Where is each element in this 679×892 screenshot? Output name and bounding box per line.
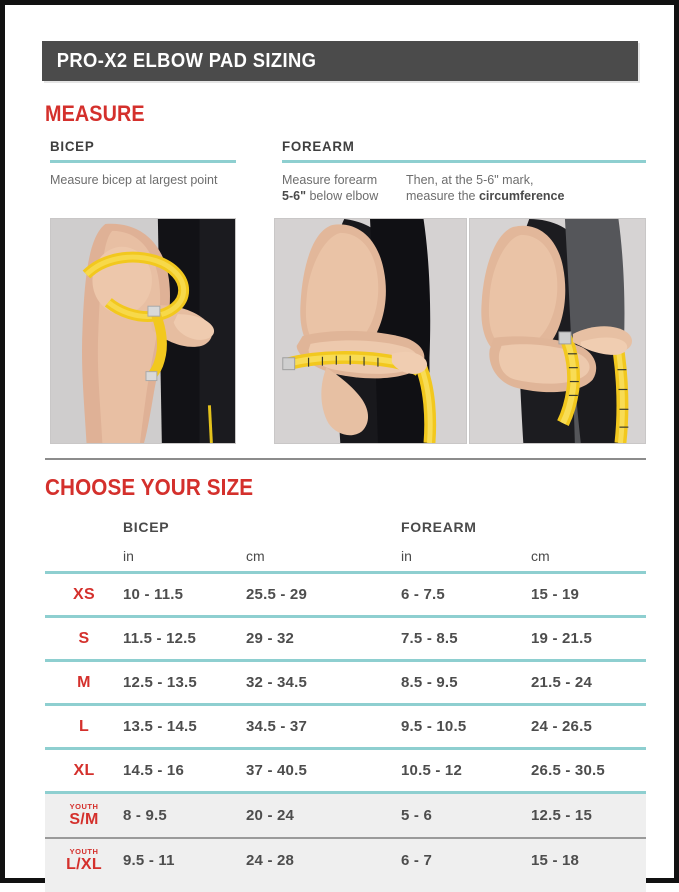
section-divider xyxy=(45,458,646,460)
row-bicep-in: 12.5 - 13.5 xyxy=(123,674,197,691)
page-title: PRO-X2 ELBOW PAD SIZING xyxy=(56,49,317,72)
row-bicep-in: 8 - 9.5 xyxy=(123,807,167,824)
row-bicep-cm: 25.5 - 29 xyxy=(246,586,308,603)
table-row[interactable]: L 13.5 - 14.5 34.5 - 37 9.5 - 10.5 24 - … xyxy=(45,706,646,747)
table-row[interactable]: XS 10 - 11.5 25.5 - 29 6 - 7.5 15 - 19 xyxy=(45,574,646,615)
row-forearm-cm: 15 - 19 xyxy=(531,586,580,603)
row-forearm-in: 9.5 - 10.5 xyxy=(401,718,467,735)
forearm-a-line1: Measure forearm xyxy=(282,173,378,187)
table-row[interactable]: S 11.5 - 12.5 29 - 32 7.5 - 8.5 19 - 21.… xyxy=(45,618,646,659)
row-forearm-in: 7.5 - 8.5 xyxy=(401,630,458,647)
youth-size-text: S/M xyxy=(69,810,99,828)
teal-divider xyxy=(282,160,646,163)
row-forearm-in: 5 - 6 xyxy=(401,807,433,824)
row-forearm-cm: 24 - 26.5 xyxy=(531,718,593,735)
teal-divider xyxy=(50,160,236,163)
table-rule-teal xyxy=(45,659,646,662)
row-bicep-in: 14.5 - 16 xyxy=(123,762,185,779)
row-forearm-in: 6 - 7.5 xyxy=(401,586,445,603)
unit-header-bicep-in: in xyxy=(123,548,134,564)
group-header-forearm: FOREARM xyxy=(401,519,477,535)
row-forearm-cm: 15 - 18 xyxy=(531,852,580,869)
title-bar: PRO-X2 ELBOW PAD SIZING xyxy=(42,41,638,81)
measure-heading: MEASURE xyxy=(45,101,145,126)
forearm-b-pre: measure the xyxy=(406,189,479,203)
measure-text-forearm-a: Measure forearm 5-6" below elbow xyxy=(282,172,406,204)
row-bicep-cm: 32 - 34.5 xyxy=(246,674,308,691)
table-row[interactable]: XL 14.5 - 16 37 - 40.5 10.5 - 12 26.5 - … xyxy=(45,750,646,791)
photo-forearm-circumference xyxy=(469,218,646,444)
table-rule-teal xyxy=(45,571,646,574)
table-row-youth[interactable]: YOUTH S/M 8 - 9.5 20 - 24 5 - 6 12.5 - 1… xyxy=(45,794,646,837)
row-bicep-cm: 20 - 24 xyxy=(246,807,295,824)
row-size-label: XL xyxy=(73,761,95,779)
measure-label-forearm: FOREARM xyxy=(282,138,355,154)
table-row[interactable]: M 12.5 - 13.5 32 - 34.5 8.5 - 9.5 21.5 -… xyxy=(45,662,646,703)
table-rule-gray xyxy=(45,837,646,839)
row-forearm-cm: 21.5 - 24 xyxy=(531,674,593,691)
forearm-a-rest: below elbow xyxy=(306,189,379,203)
row-bicep-in: 10 - 11.5 xyxy=(123,586,184,603)
size-table: BICEP FOREARM in cm in cm XS 10 - 11.5 2… xyxy=(45,513,646,892)
row-forearm-cm: 12.5 - 15 xyxy=(531,807,593,824)
table-rule-teal xyxy=(45,747,646,750)
forearm-b-line1: Then, at the 5-6" mark, xyxy=(406,173,534,187)
measure-label-bicep: BICEP xyxy=(50,138,95,154)
forearm-a-bold: 5-6" xyxy=(282,189,306,203)
row-size-label: L xyxy=(78,717,90,735)
row-size-label: S xyxy=(78,629,90,647)
row-forearm-cm: 19 - 21.5 xyxy=(531,630,593,647)
row-bicep-cm: 29 - 32 xyxy=(246,630,295,647)
group-header-bicep: BICEP xyxy=(123,519,170,535)
unit-header-forearm-cm: cm xyxy=(531,548,550,564)
row-forearm-in: 10.5 - 12 xyxy=(401,762,463,779)
unit-header-forearm-in: in xyxy=(401,548,412,564)
forearm-circumference-photo-illustration xyxy=(470,219,645,443)
measure-text-bicep: Measure bicep at largest point xyxy=(50,173,218,187)
photo-bicep-measurement xyxy=(50,218,236,444)
row-bicep-in: 9.5 - 11 xyxy=(123,852,175,869)
bicep-photo-illustration xyxy=(51,219,235,443)
measure-text-forearm-b: Then, at the 5-6" mark, measure the circ… xyxy=(406,172,564,204)
table-unit-header-row: in cm in cm xyxy=(45,541,646,571)
measure-column-forearm: FOREARM Measure forearm 5-6" below elbow… xyxy=(282,138,646,204)
row-forearm-in: 6 - 7 xyxy=(401,852,433,869)
youth-tag: YOUTH xyxy=(69,847,99,857)
row-size-label: XS xyxy=(73,585,95,603)
table-group-header-row: BICEP FOREARM xyxy=(45,513,646,541)
unit-header-bicep-cm: cm xyxy=(246,548,265,564)
youth-tag: YOUTH xyxy=(69,802,99,812)
row-size-label: M xyxy=(77,673,91,691)
page-inner: PRO-X2 ELBOW PAD SIZING MEASURE BICEP Me… xyxy=(5,5,674,892)
row-size-label: YOUTH L/XL xyxy=(45,848,123,873)
table-rule-teal xyxy=(45,791,646,794)
table-rule-teal xyxy=(45,703,646,706)
forearm-length-photo-illustration xyxy=(275,219,466,443)
row-bicep-in: 13.5 - 14.5 xyxy=(123,718,197,735)
row-forearm-cm: 26.5 - 30.5 xyxy=(531,762,605,779)
measure-body-forearm: Measure forearm 5-6" below elbow Then, a… xyxy=(282,172,646,204)
row-bicep-cm: 37 - 40.5 xyxy=(246,762,308,779)
row-forearm-in: 8.5 - 9.5 xyxy=(401,674,458,691)
measure-body-bicep: Measure bicep at largest point xyxy=(50,172,236,188)
measure-column-bicep: BICEP Measure bicep at largest point xyxy=(50,138,236,188)
table-rule-teal xyxy=(45,615,646,618)
row-bicep-cm: 24 - 28 xyxy=(246,852,295,869)
row-bicep-cm: 34.5 - 37 xyxy=(246,718,308,735)
row-size-label: YOUTH S/M xyxy=(45,803,123,828)
youth-block-bottom-pad xyxy=(45,882,646,892)
row-bicep-in: 11.5 - 12.5 xyxy=(123,630,197,647)
youth-size-text: L/XL xyxy=(66,855,102,873)
choose-size-heading: CHOOSE YOUR SIZE xyxy=(45,474,254,500)
forearm-b-bold: circumference xyxy=(478,189,565,203)
table-row-youth[interactable]: YOUTH L/XL 9.5 - 11 24 - 28 6 - 7 15 - 1… xyxy=(45,839,646,882)
photo-forearm-length xyxy=(274,218,467,444)
